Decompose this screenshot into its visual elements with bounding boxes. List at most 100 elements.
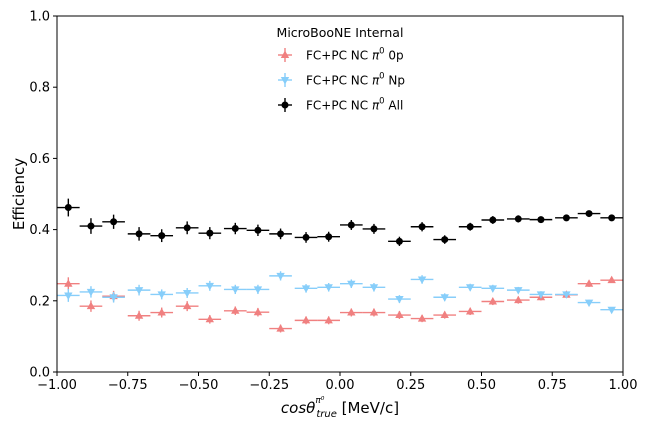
legend-marker	[281, 101, 289, 109]
legend-entry-1: FC+PC NC π0 Np	[278, 72, 405, 88]
x-axis-label-unit: [MeV/c]	[337, 399, 399, 417]
data-point	[86, 301, 96, 310]
y-tick-label: 0.4	[29, 223, 50, 238]
x-tick-label: −0.50	[179, 378, 219, 393]
legend-label: FC+PC NC π0 0p	[306, 47, 404, 63]
x-tick-label: 0.00	[326, 378, 355, 393]
data-point	[489, 216, 497, 224]
data-point	[64, 204, 72, 212]
data-point	[465, 284, 475, 292]
data-point	[276, 324, 285, 332]
data-point	[395, 296, 404, 304]
data-point	[205, 282, 215, 291]
data-point	[253, 307, 263, 316]
data-point	[87, 222, 95, 230]
data-point	[562, 291, 571, 299]
data-point	[301, 285, 311, 293]
data-point	[536, 291, 546, 299]
data-point	[514, 295, 523, 304]
data-point	[347, 221, 355, 229]
data-point	[440, 310, 449, 319]
data-point	[183, 224, 191, 232]
data-point	[64, 279, 73, 287]
x-axis-label-sup: π⁰	[315, 396, 324, 406]
x-axis-label-main: cosθ	[281, 399, 315, 417]
data-point	[488, 297, 498, 305]
x-axis-label-sub: true	[316, 409, 337, 420]
data-point	[157, 308, 166, 316]
data-point	[135, 230, 143, 238]
data-point	[231, 306, 240, 314]
series-2	[57, 198, 623, 246]
y-tick-label: 1.0	[29, 10, 50, 25]
data-point	[441, 236, 449, 244]
data-point	[182, 289, 192, 298]
data-point	[253, 286, 263, 294]
legend-marker	[280, 77, 290, 85]
data-point	[205, 314, 215, 323]
y-tick-label: 0.6	[29, 152, 50, 167]
data-point	[608, 214, 616, 222]
data-point	[369, 308, 379, 316]
data-point	[110, 218, 118, 226]
data-point	[537, 216, 545, 224]
x-tick-label: 0.75	[538, 378, 567, 393]
plot-marks	[57, 198, 623, 333]
data-point	[440, 294, 449, 302]
data-point	[347, 308, 356, 316]
data-point	[231, 286, 240, 294]
data-point	[182, 301, 192, 310]
data-point	[347, 280, 356, 289]
data-point	[64, 292, 73, 300]
x-tick-label: −0.75	[108, 378, 148, 393]
data-point	[418, 223, 426, 231]
data-point	[276, 272, 285, 281]
data-point	[86, 288, 96, 297]
data-point	[254, 226, 262, 234]
data-point	[607, 306, 616, 315]
data-point	[370, 225, 378, 233]
legend-title: MicroBooNE Internal	[277, 25, 404, 40]
x-axis-ticks: −1.00 −0.75 −0.50 −0.25 0.00 0.25 0.50 0.75 1.00	[37, 372, 637, 393]
data-point	[514, 215, 522, 223]
x-tick-label: 0.25	[396, 378, 425, 393]
data-point	[369, 284, 379, 292]
legend-marker	[280, 50, 290, 58]
data-point	[324, 284, 333, 292]
x-tick-label: 0.50	[467, 378, 496, 393]
data-point	[277, 230, 285, 238]
data-point	[395, 310, 404, 319]
data-point	[584, 279, 594, 287]
data-point	[157, 291, 166, 299]
data-point	[584, 299, 594, 308]
data-point	[206, 229, 214, 237]
x-tick-label: 1.00	[609, 378, 638, 393]
data-point	[134, 311, 144, 319]
x-axis-label: cosθπ⁰ true [MeV/c]	[281, 396, 399, 420]
data-point	[231, 225, 239, 233]
data-point	[158, 232, 166, 240]
data-point	[302, 233, 310, 241]
x-tick-label: −1.00	[37, 378, 77, 393]
y-tick-label: 0.2	[29, 294, 50, 309]
legend-label: FC+PC NC π0 Np	[306, 72, 405, 88]
data-point	[585, 210, 593, 218]
data-point	[607, 275, 616, 284]
legend-entry-0: FC+PC NC π0 0p	[278, 47, 404, 63]
data-point	[325, 233, 333, 241]
series-0	[57, 275, 623, 333]
x-tick-label: −0.25	[249, 378, 289, 393]
y-axis-ticks: 0.0 0.2 0.4 0.6 0.8 1.0	[29, 10, 57, 381]
legend-label: FC+PC NC π0 All	[306, 97, 403, 113]
data-point	[324, 315, 333, 324]
data-point	[417, 276, 427, 284]
data-point	[465, 306, 475, 315]
data-point	[109, 294, 118, 302]
y-tick-label: 0.8	[29, 81, 50, 96]
data-point	[514, 287, 523, 295]
data-point	[466, 223, 474, 231]
series-1	[57, 271, 623, 315]
data-point	[301, 315, 311, 324]
data-point	[488, 285, 498, 293]
